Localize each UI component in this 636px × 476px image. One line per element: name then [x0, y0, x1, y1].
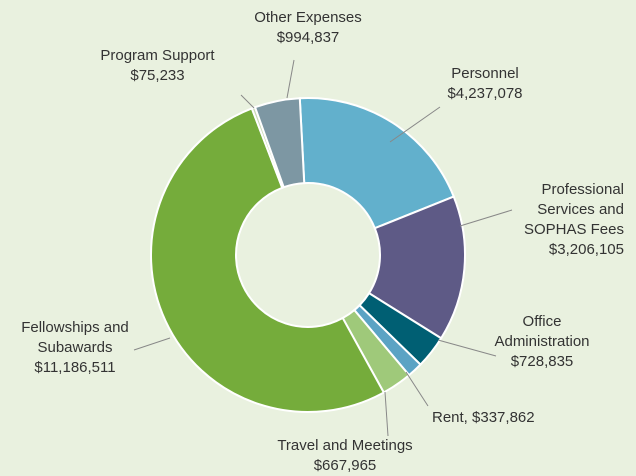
value-label: $994,837: [276, 29, 340, 46]
slice-label: Other Expenses $994,837: [240, 8, 376, 48]
leader-line: [384, 391, 389, 437]
slice-label: Office Administration $728,835: [484, 312, 600, 372]
leader-line: [286, 59, 295, 99]
leader-line: [405, 371, 429, 407]
slice: [150, 107, 386, 413]
slice-label: Personnel $4,237,078: [420, 64, 550, 104]
category-label: Fellowships and Subawards: [21, 319, 129, 356]
value-label: $11,186,511: [34, 359, 116, 376]
slice: [367, 195, 466, 340]
category-label: Travel and Meetings: [277, 437, 413, 454]
category-label: Program Support: [100, 47, 215, 64]
value-label: $337,862: [472, 409, 535, 426]
category-label: Personnel: [451, 65, 519, 82]
slice-label: Professional Services and SOPHAS Fees $3,…: [510, 180, 624, 260]
leader-line: [240, 94, 255, 109]
category-label: Professional Services and SOPHAS Fees: [523, 181, 624, 238]
slice: [253, 97, 306, 189]
slice-label: Program Support $75,233: [80, 46, 235, 86]
slice-label: Fellowships and Subawards $11,186,511: [10, 318, 140, 378]
value-label: $667,965: [313, 457, 377, 474]
value-label: $4,237,078: [447, 85, 523, 102]
value-label: $3,206,105: [548, 241, 624, 258]
slice-label: Rent, $337,862: [432, 408, 632, 428]
slice: [298, 97, 456, 230]
leader-line: [389, 106, 441, 143]
category-label: Office Administration: [494, 313, 590, 350]
slice-label: Travel and Meetings $667,965: [250, 436, 440, 476]
leader-line: [133, 337, 171, 351]
leader-line: [437, 339, 497, 357]
category-label: Rent,: [432, 409, 468, 426]
value-label: $728,835: [510, 353, 574, 370]
leader-line: [459, 209, 513, 227]
category-label: Other Expenses: [254, 9, 362, 26]
value-label: $75,233: [130, 67, 185, 84]
